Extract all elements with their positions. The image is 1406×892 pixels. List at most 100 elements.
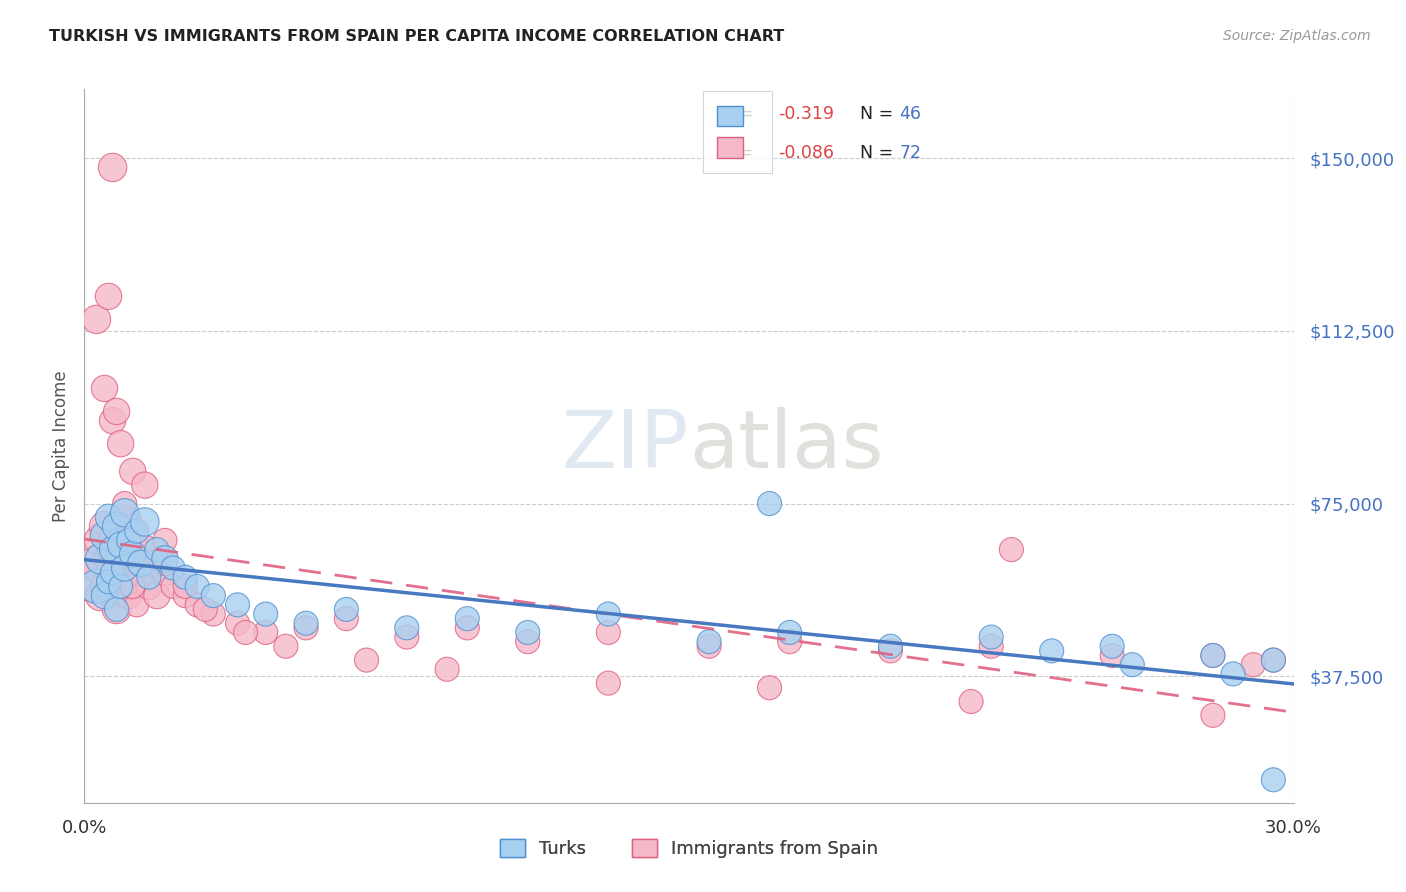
Point <box>456 621 478 635</box>
Point <box>121 579 143 593</box>
Point <box>226 598 249 612</box>
Point <box>105 602 128 616</box>
Point <box>174 579 197 593</box>
Point <box>118 547 141 561</box>
Point <box>153 566 176 580</box>
Point <box>146 542 169 557</box>
Point <box>1040 644 1063 658</box>
Point <box>980 630 1002 644</box>
Legend: Turks, Immigrants from Spain: Turks, Immigrants from Spain <box>492 831 886 865</box>
Point <box>356 653 378 667</box>
Point <box>86 312 108 326</box>
Point <box>86 557 108 571</box>
Point <box>93 381 115 395</box>
Point <box>1263 653 1285 667</box>
Point <box>598 676 620 690</box>
Text: -0.319: -0.319 <box>779 105 835 123</box>
Text: ZIP: ZIP <box>561 407 689 485</box>
Point <box>153 551 176 566</box>
Point <box>86 579 108 593</box>
Point <box>186 598 208 612</box>
Point <box>779 634 801 648</box>
Point <box>110 579 132 593</box>
Point <box>105 519 128 533</box>
Point <box>202 589 225 603</box>
Point <box>162 561 184 575</box>
Text: Source: ZipAtlas.com: Source: ZipAtlas.com <box>1223 29 1371 43</box>
Point <box>134 542 156 557</box>
Point <box>101 542 124 557</box>
Point <box>1241 657 1264 672</box>
Point <box>142 557 165 571</box>
Point <box>89 589 111 603</box>
Point <box>93 519 115 533</box>
Point <box>110 436 132 450</box>
Point <box>125 598 148 612</box>
Point <box>134 515 156 529</box>
Point <box>960 694 983 708</box>
Point <box>202 607 225 621</box>
Point <box>779 625 801 640</box>
Point <box>129 566 152 580</box>
Point <box>516 625 538 640</box>
Point <box>879 644 901 658</box>
Point <box>121 547 143 561</box>
Point <box>879 640 901 654</box>
Point <box>598 607 620 621</box>
Point <box>114 515 136 529</box>
Point <box>97 289 120 303</box>
Point <box>97 510 120 524</box>
Point <box>114 566 136 580</box>
Point <box>93 579 115 593</box>
Point <box>1101 640 1123 654</box>
Point <box>153 533 176 548</box>
Point <box>138 570 160 584</box>
Point <box>82 574 104 589</box>
Point <box>335 602 357 616</box>
Point <box>105 404 128 418</box>
Point <box>1263 772 1285 787</box>
Point <box>226 616 249 631</box>
Point <box>146 589 169 603</box>
Point <box>758 497 780 511</box>
Point <box>235 625 257 640</box>
Point <box>1202 648 1225 663</box>
Point <box>121 529 143 543</box>
Point <box>1101 648 1123 663</box>
Point <box>110 579 132 593</box>
Point <box>598 625 620 640</box>
Point <box>456 612 478 626</box>
Text: N =: N = <box>859 105 898 123</box>
Text: 72: 72 <box>900 145 921 162</box>
Point <box>89 533 111 548</box>
Point <box>97 566 120 580</box>
Point <box>174 570 197 584</box>
Point <box>174 589 197 603</box>
Point <box>125 524 148 538</box>
Point <box>1222 666 1244 681</box>
Point <box>118 589 141 603</box>
Point <box>194 602 217 616</box>
Point <box>1202 648 1225 663</box>
Text: R =: R = <box>720 145 763 162</box>
Point <box>110 538 132 552</box>
Point <box>1121 657 1143 672</box>
Point <box>395 630 418 644</box>
Point <box>105 529 128 543</box>
Point <box>105 602 128 616</box>
Point <box>980 640 1002 654</box>
Point <box>114 497 136 511</box>
Point <box>162 579 184 593</box>
Point <box>254 625 277 640</box>
Point <box>1202 708 1225 723</box>
Point <box>97 574 120 589</box>
Point <box>114 506 136 520</box>
Point <box>93 529 115 543</box>
Point <box>295 621 318 635</box>
Point <box>114 561 136 575</box>
Point <box>516 634 538 648</box>
Point <box>274 640 297 654</box>
Point <box>118 533 141 548</box>
Point <box>101 161 124 175</box>
Point <box>186 579 208 593</box>
